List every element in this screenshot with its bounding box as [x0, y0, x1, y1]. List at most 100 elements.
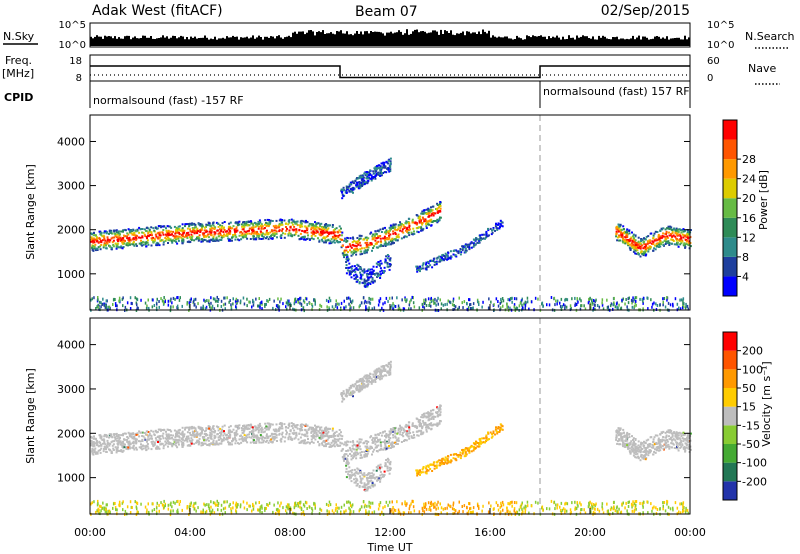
power-point — [637, 246, 640, 249]
power-point — [389, 265, 392, 268]
power-point — [430, 300, 433, 304]
velocity-point — [170, 434, 172, 437]
nsky-bar — [624, 39, 626, 46]
power-point — [384, 258, 387, 261]
velocity-point — [432, 418, 435, 420]
power-point — [267, 232, 270, 234]
nsky-bar — [108, 36, 110, 46]
power-point — [464, 249, 467, 252]
power-point — [680, 237, 683, 240]
power-point — [333, 236, 336, 239]
velocity-point — [327, 436, 330, 439]
power-point — [325, 241, 327, 244]
power-point — [312, 238, 315, 241]
power-point — [661, 236, 664, 239]
nsky-bar — [594, 39, 596, 46]
power-point — [131, 238, 134, 241]
velocity-point — [257, 436, 260, 439]
power-point — [340, 238, 343, 241]
power-point — [452, 297, 455, 301]
power-point — [385, 229, 388, 232]
power-point — [500, 224, 503, 227]
velocity-point — [310, 438, 313, 441]
power-point — [437, 210, 440, 213]
power-point — [615, 226, 618, 229]
power-point — [380, 262, 383, 265]
power-point — [280, 234, 283, 237]
power-point — [350, 276, 353, 279]
power-point — [408, 228, 410, 231]
nsky-bar — [384, 35, 386, 46]
power-point — [389, 233, 392, 236]
power-point — [359, 266, 362, 268]
velocity-point — [217, 429, 220, 432]
power-point — [103, 231, 106, 234]
nsky-bar — [358, 33, 360, 46]
power-point — [685, 240, 688, 243]
power-point — [279, 218, 282, 221]
power-point — [648, 241, 651, 244]
nsky-bar — [580, 36, 582, 46]
power-point — [374, 175, 377, 177]
power-point — [466, 307, 468, 311]
power-point — [619, 239, 622, 242]
power-point — [182, 240, 185, 243]
power-point — [315, 229, 318, 232]
velocity-point — [173, 429, 176, 432]
power-point — [295, 300, 297, 304]
power-point — [668, 234, 671, 237]
power-point — [579, 297, 581, 301]
power-point — [121, 247, 124, 250]
velocity-point — [111, 436, 114, 439]
velocity-point — [358, 445, 361, 448]
power-point — [285, 226, 287, 228]
nsky-bar — [472, 32, 474, 46]
power-point — [327, 227, 330, 230]
velocity-point — [431, 424, 434, 427]
power-point — [285, 229, 288, 232]
power-point — [219, 224, 222, 227]
nsky-bar — [608, 39, 610, 46]
velocity-point — [437, 413, 440, 416]
power-point — [97, 246, 100, 249]
power-point — [353, 269, 356, 272]
power-point — [299, 221, 302, 224]
velocity-point — [220, 429, 223, 432]
power-point — [366, 245, 369, 248]
power-point — [131, 243, 134, 246]
velocity-point — [400, 441, 403, 443]
velocity-point — [203, 442, 206, 445]
power-point — [235, 236, 238, 239]
power-point — [421, 302, 424, 306]
nsky-bar — [436, 31, 438, 46]
power-point — [100, 240, 102, 243]
power-point — [210, 231, 213, 234]
velocity-point — [358, 441, 361, 444]
nsky-bar — [426, 33, 428, 46]
power-point — [303, 235, 306, 238]
power-point — [631, 239, 634, 242]
power-point — [416, 270, 419, 273]
power-point — [229, 232, 232, 235]
nsky-bar — [376, 31, 378, 46]
power-point — [643, 240, 646, 243]
velocity-point — [375, 436, 378, 439]
power-point — [345, 190, 348, 193]
power-point — [651, 305, 653, 309]
power-point — [421, 210, 424, 213]
power-point — [243, 302, 246, 306]
power-point — [154, 233, 157, 236]
ytick-label: 3000 — [57, 180, 85, 193]
power-point — [420, 226, 423, 229]
power-point — [177, 225, 180, 228]
power-point — [238, 223, 240, 226]
power-point — [642, 307, 644, 311]
power-point — [386, 263, 389, 266]
power-point — [263, 233, 266, 236]
velocity-point — [416, 430, 419, 433]
velocity-point — [170, 443, 173, 446]
power-point — [152, 236, 155, 239]
power-point — [628, 243, 631, 246]
power-point — [303, 230, 306, 233]
power-point — [507, 305, 509, 309]
